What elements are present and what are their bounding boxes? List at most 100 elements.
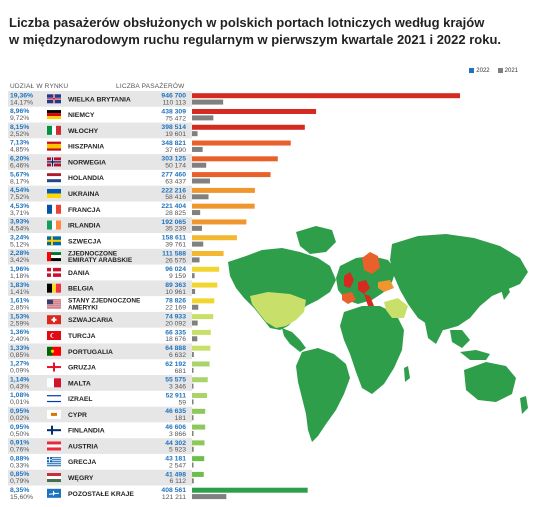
country-label-line2: EMIRATY ARABSKIE — [68, 257, 133, 264]
share-2021-value: 0,50% — [10, 431, 29, 438]
finland-flag-icon — [47, 425, 61, 435]
share-2021-value: 7,52% — [10, 194, 29, 201]
bar-2022 — [192, 266, 220, 272]
bar-2022 — [192, 377, 208, 383]
sweden-flag-icon-part — [47, 239, 61, 242]
map-new-zealand — [520, 396, 528, 414]
switzerland-flag-icon — [47, 315, 61, 325]
bar-2022 — [192, 172, 271, 178]
netherlands-flag-icon-part — [47, 179, 61, 183]
bar-2021 — [192, 462, 194, 468]
usa-flag-icon-part — [47, 303, 61, 305]
share-2021-value: 0,85% — [10, 352, 29, 359]
passengers-2022-value: 46 635 — [165, 408, 186, 415]
bar-2021 — [192, 336, 198, 342]
israel-flag-icon — [47, 394, 61, 404]
bar-2022 — [192, 187, 255, 193]
map-ukraine — [378, 280, 394, 292]
map-africa — [340, 306, 404, 394]
france-flag-icon-part — [52, 204, 56, 214]
bar-2021 — [192, 257, 200, 263]
passengers-2021-value: 19 601 — [165, 131, 186, 138]
bar-2022 — [192, 203, 255, 209]
sweden-flag-icon — [47, 236, 61, 246]
bar-2021 — [192, 146, 203, 152]
ireland-flag-icon-part — [52, 220, 56, 230]
uae-flag-icon-part — [47, 252, 51, 262]
share-2022-value: 1,53% — [10, 313, 29, 320]
passengers-2022-value: 303 125 — [161, 156, 186, 163]
bar-2022 — [192, 140, 291, 146]
share-2021-value: 0,76% — [10, 447, 29, 454]
greece-flag-icon-part — [47, 459, 52, 461]
share-2022-value: 8,96% — [10, 108, 29, 115]
bar-2022 — [192, 124, 305, 130]
passengers-2021-value: 22 169 — [165, 305, 186, 312]
map-usa — [250, 292, 306, 328]
passengers-2021-value: 9 159 — [169, 273, 186, 280]
country-label: BELGIA — [68, 286, 94, 293]
share-2022-value: 1,36% — [10, 329, 29, 336]
column-header-share: UDZIAŁ W RYNKU — [10, 83, 69, 90]
bar-2021 — [192, 99, 224, 105]
ukraine-flag-icon-part — [47, 188, 61, 194]
belgium-flag-icon — [47, 283, 61, 293]
passengers-2022-value: 946 700 — [161, 93, 186, 100]
ukraine-flag-icon — [47, 188, 61, 198]
passengers-2022-value: 398 514 — [161, 124, 186, 131]
share-2021-value: 6,46% — [10, 163, 29, 170]
israel-flag-icon-part — [47, 395, 61, 397]
norway-flag-icon — [47, 157, 61, 167]
country-label: NIEMCY — [68, 112, 95, 119]
bar-2021 — [192, 115, 214, 121]
spain-flag-icon-part — [47, 143, 61, 149]
passengers-2022-value: 52 911 — [166, 392, 187, 399]
hungary-flag-icon — [47, 473, 61, 483]
share-2021-value: 1,18% — [10, 273, 29, 280]
country-label: WĘGRY — [68, 475, 94, 482]
greece-flag-icon-part — [47, 463, 61, 465]
hungary-flag-icon-part — [47, 473, 61, 477]
passengers-2022-value: 222 216 — [161, 187, 186, 194]
passengers-2022-value: 62 192 — [165, 361, 186, 368]
passengers-2021-value: 59 — [178, 399, 186, 406]
country-label: HISZPANIA — [68, 144, 104, 151]
bar-2022 — [192, 156, 278, 162]
share-2022-value: 3,93% — [10, 219, 29, 226]
plane-icon — [47, 488, 61, 498]
map-australia — [464, 362, 516, 402]
share-2022-value: 4,53% — [10, 203, 29, 210]
turkey-flag-icon — [47, 331, 61, 340]
bar-2022 — [192, 440, 205, 446]
bar-2022 — [192, 424, 206, 430]
netherlands-flag-icon-part — [47, 173, 61, 177]
column-header-passengers: LICZBA PASAŻERÓW — [116, 83, 185, 90]
map-north-america — [228, 248, 336, 330]
denmark-flag-icon — [47, 267, 61, 277]
malta-flag-icon-part — [54, 378, 61, 388]
passengers-2021-value: 28 825 — [165, 210, 186, 217]
share-2022-value: 1,61% — [10, 298, 29, 305]
country-label: WŁOCHY — [68, 128, 99, 135]
switzerland-flag-icon-part — [51, 318, 57, 321]
austria-flag-icon — [47, 441, 61, 451]
share-2021-value: 2,59% — [10, 320, 29, 327]
passengers-2022-value: 158 611 — [162, 235, 186, 242]
map-southeast-asia — [450, 330, 470, 348]
bar-2022 — [192, 471, 204, 477]
passengers-2021-value: 5 923 — [169, 447, 186, 454]
belgium-flag-icon-part — [52, 283, 56, 293]
share-2021-value: 2,40% — [10, 336, 29, 343]
germany-flag-icon-part — [47, 110, 61, 114]
greece-flag-icon — [47, 457, 61, 467]
